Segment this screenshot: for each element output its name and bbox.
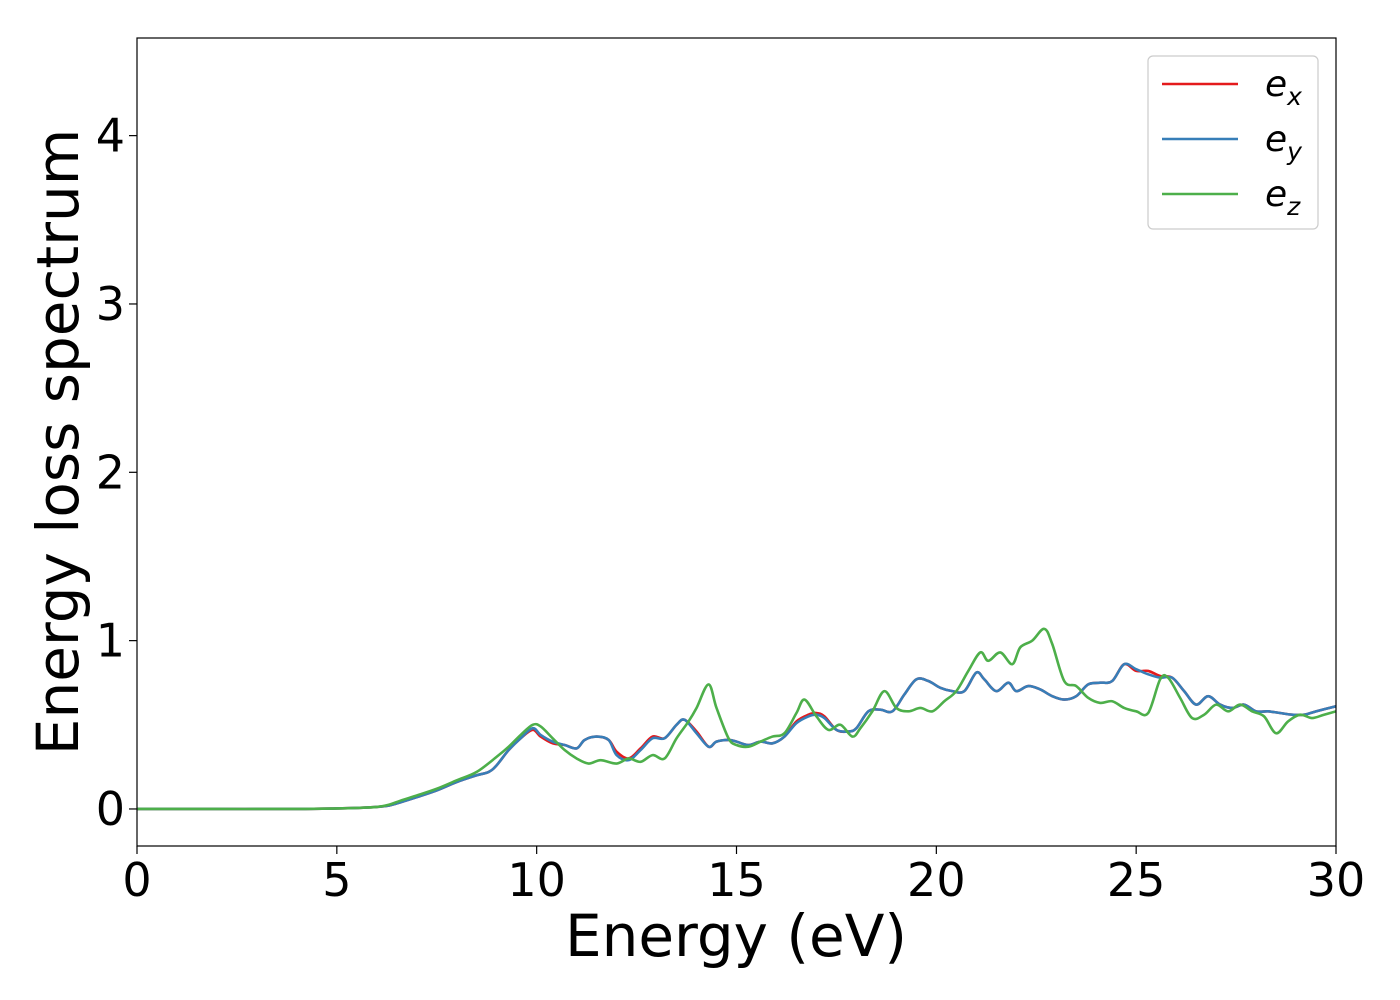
x-axis-title: Energy (eV): [565, 902, 907, 970]
y-tick-label: 0: [96, 782, 125, 836]
y-axis-title: Energy loss spectrum: [24, 129, 92, 755]
x-tick-label: 20: [907, 853, 966, 907]
series-line-z: [137, 627, 1336, 811]
legend-label-x: ex: [1265, 64, 1302, 111]
x-tick-label: 5: [322, 853, 351, 907]
y-tick-label: 1: [96, 614, 125, 668]
legend-label-z: ez: [1265, 174, 1301, 221]
x-tick-label: 30: [1307, 853, 1366, 907]
x-tick-label: 15: [707, 853, 766, 907]
legend-label-sub: y: [1286, 137, 1303, 166]
x-tick-label: 25: [1107, 853, 1166, 907]
x-tick-label: 0: [122, 853, 151, 907]
legend-label-sub: z: [1286, 192, 1301, 221]
series-layer: [137, 627, 1336, 811]
series-line-y: [137, 662, 1336, 811]
legend-label-main: e: [1265, 174, 1287, 215]
legend-label-main: e: [1265, 119, 1287, 160]
legend-label-main: e: [1265, 64, 1287, 105]
y-tick-label: 3: [96, 277, 125, 331]
legend-label-y: ey: [1265, 119, 1303, 166]
y-tick-label: 2: [96, 445, 125, 499]
y-tick-label: 4: [96, 109, 125, 163]
x-axis: 0 5 10 15 20 25 30: [122, 846, 1365, 907]
x-tick-label: 10: [507, 853, 566, 907]
legend-label-sub: x: [1286, 82, 1302, 111]
legend-box: [1147, 55, 1319, 230]
y-axis: 0 1 2 3 4: [96, 109, 137, 836]
